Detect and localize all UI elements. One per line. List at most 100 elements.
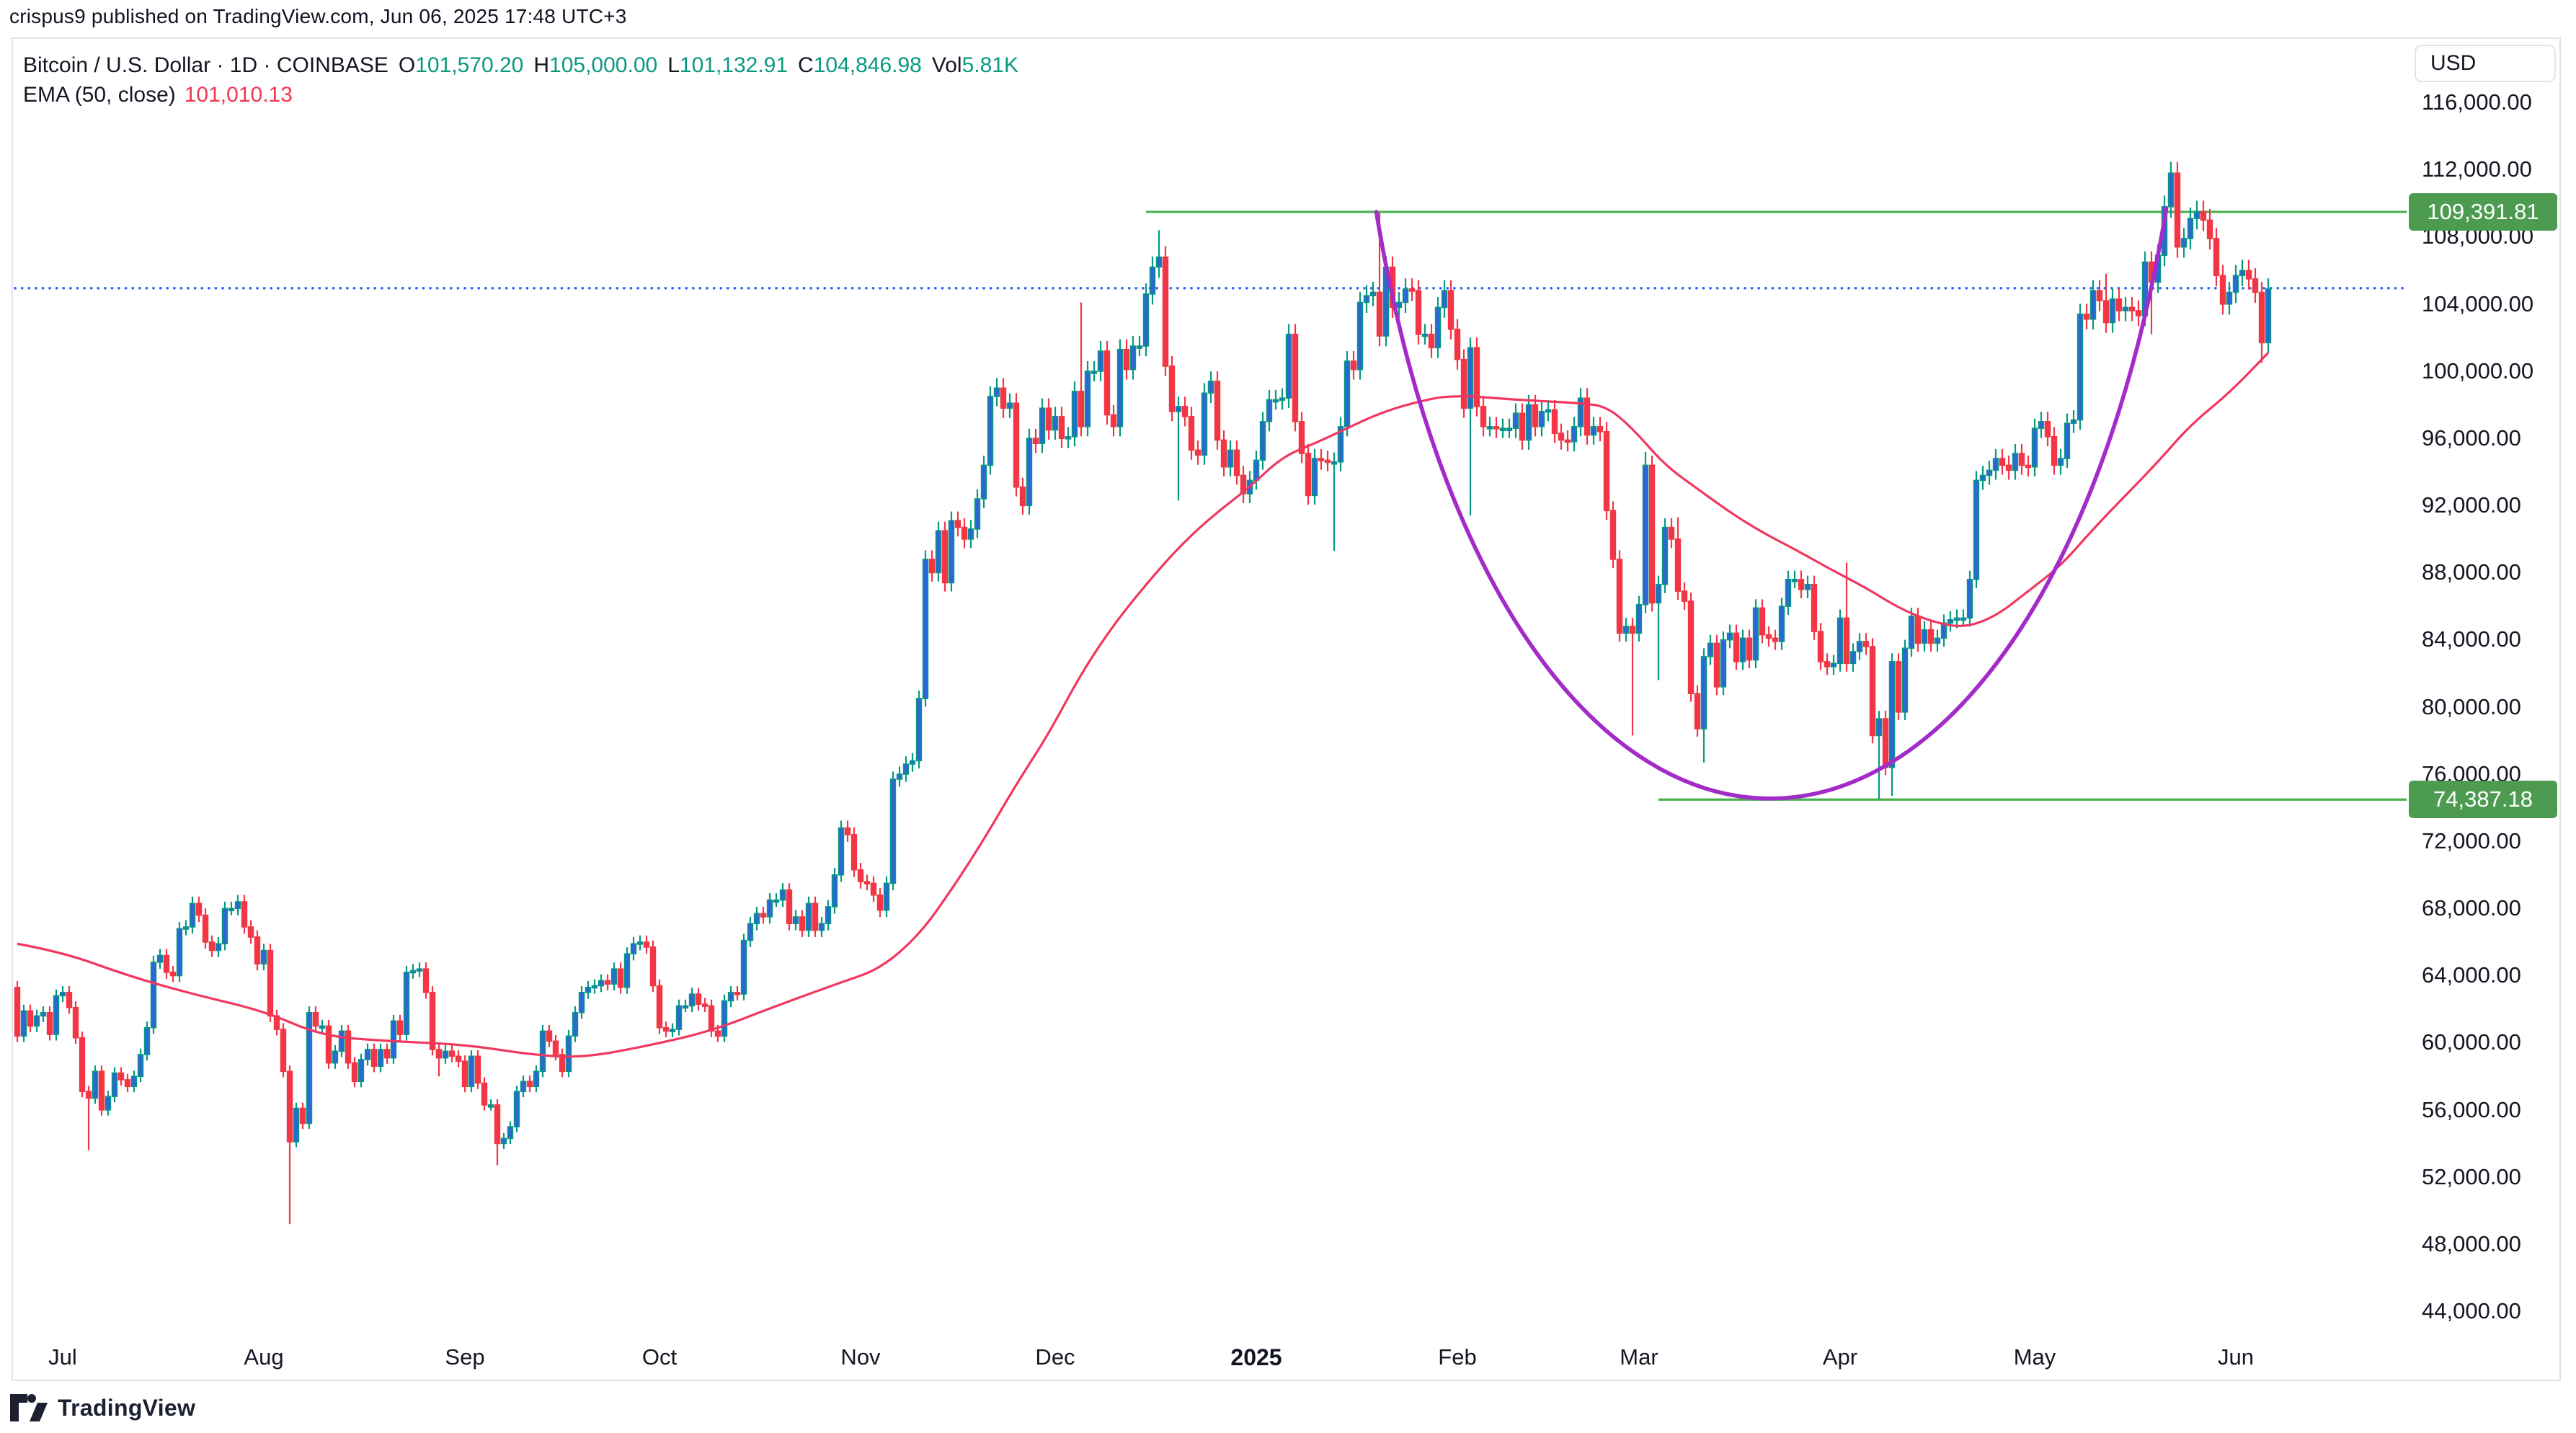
indicator-name: EMA (50, close) <box>23 83 176 107</box>
candle-body <box>1220 439 1227 468</box>
candle-body <box>1973 479 1980 580</box>
candle-body <box>974 498 981 530</box>
candle-body <box>623 953 631 988</box>
candle-body <box>1486 426 1493 430</box>
candle-body <box>1862 641 1870 647</box>
candle-body <box>117 1072 125 1081</box>
ema-line <box>17 352 2270 1058</box>
candle-body <box>1129 345 1137 371</box>
candle-body <box>2070 419 2077 425</box>
candle-body <box>1415 290 1422 335</box>
candle-body <box>1240 474 1247 494</box>
candle-body <box>1746 637 1753 661</box>
candle-body <box>565 1035 572 1073</box>
price-axis-label: 56,000.00 <box>2422 1096 2521 1122</box>
candle-body <box>20 1010 27 1037</box>
tradingview-logo-text: TradingView <box>58 1394 196 1421</box>
tradingview-logo[interactable]: TradingView <box>10 1394 195 1421</box>
candle-body <box>669 1029 676 1032</box>
candle-body <box>779 889 786 901</box>
price-level-badge: 109,391.81 <box>2409 192 2557 231</box>
cup-pattern-drawing[interactable] <box>1374 206 2169 801</box>
candle-body <box>14 987 21 1037</box>
candle-body <box>520 1081 527 1093</box>
candle-body <box>46 1011 53 1035</box>
candle-body <box>66 991 73 1008</box>
candle-body <box>1032 438 1039 444</box>
candle-body <box>1785 579 1792 607</box>
candle-body <box>1506 427 1513 431</box>
currency-unit-button[interactable]: USD <box>2415 45 2556 82</box>
price-axis-label: 64,000.00 <box>2422 962 2521 988</box>
candle-body <box>1687 600 1695 694</box>
candle-body <box>1674 538 1682 592</box>
candle-body <box>1097 350 1104 372</box>
candle-body <box>1811 583 1818 632</box>
candle-body <box>500 1137 507 1145</box>
candle-body <box>1460 358 1467 409</box>
candle-body <box>2005 464 2012 471</box>
candle-body <box>260 949 267 964</box>
candle-body <box>267 949 274 1017</box>
candle-body <box>2213 238 2220 277</box>
legend-indicator-row: EMA (50, close) 101,010.13 <box>23 81 1018 109</box>
candle-body <box>844 827 851 835</box>
candle-body <box>1927 629 1935 644</box>
candle-body <box>1188 416 1195 451</box>
candle-body <box>215 943 222 951</box>
candle-body <box>1071 391 1078 438</box>
time-axis-label: Feb <box>1438 1344 1477 1370</box>
candle-body <box>1778 605 1785 642</box>
candle-body <box>1168 365 1176 412</box>
candle-body <box>2089 290 2097 320</box>
candle-body <box>954 520 961 528</box>
candle-body <box>2193 210 2200 219</box>
candle-body <box>1726 632 1733 641</box>
candle-body <box>1908 616 1915 649</box>
candle-body <box>2232 275 2239 293</box>
candle-body <box>1311 458 1318 497</box>
candle-body <box>967 528 974 540</box>
candlestick-chart-surface[interactable] <box>13 39 2559 1380</box>
candle-body <box>2128 306 2136 311</box>
candle-body <box>1356 301 1364 371</box>
candle-body <box>1447 290 1454 330</box>
candle-body <box>59 991 66 997</box>
candle-body <box>195 902 203 916</box>
candle-body <box>1525 404 1532 441</box>
candle-body <box>1798 579 1805 590</box>
candle-body <box>2135 310 2142 316</box>
candle-body <box>922 559 929 699</box>
candle-body <box>1285 333 1292 399</box>
price-axis-label: 68,000.00 <box>2422 895 2521 920</box>
candle-body <box>1279 397 1286 401</box>
candle-body <box>1084 371 1091 427</box>
candle-body <box>1078 391 1085 427</box>
candle-body <box>169 972 177 977</box>
legend-field-h: H105,000.00 <box>533 53 658 77</box>
candle-body <box>1668 526 1675 540</box>
symbol-title: Bitcoin / U.S. Dollar · 1D · COINBASE <box>23 53 388 77</box>
candle-body <box>831 874 838 908</box>
candle-body <box>468 1055 475 1088</box>
candle-body <box>2064 422 2071 459</box>
candle-body <box>293 1107 300 1143</box>
symbol-legend: Bitcoin / U.S. Dollar · 1D · COINBASE O10… <box>23 52 1018 109</box>
candle-body <box>1538 411 1545 427</box>
candle-body <box>1979 474 1986 482</box>
candle-body <box>1480 406 1487 427</box>
legend-field-l: L101,132.91 <box>667 53 789 77</box>
candle-body <box>941 530 949 584</box>
candle-body <box>701 1003 709 1007</box>
candle-body <box>221 908 228 945</box>
candle-body <box>630 943 637 955</box>
candle-body <box>572 1011 579 1037</box>
candle-body <box>1564 439 1571 443</box>
time-axis-label: Nov <box>840 1344 881 1370</box>
candle-body <box>896 773 903 780</box>
candle-body <box>312 1011 319 1027</box>
candle-body <box>1110 414 1117 427</box>
candle-body <box>2174 172 2181 248</box>
candle-body <box>345 1030 352 1064</box>
candle-body <box>546 1030 553 1042</box>
